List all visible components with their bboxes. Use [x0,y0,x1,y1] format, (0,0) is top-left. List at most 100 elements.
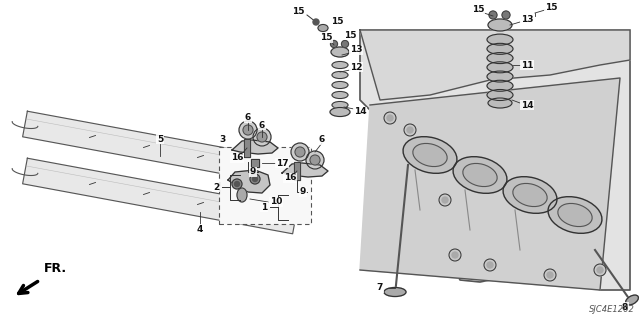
Text: 16: 16 [284,174,296,182]
Ellipse shape [488,98,512,108]
Polygon shape [360,78,620,290]
Text: 16: 16 [231,153,243,162]
Text: 5: 5 [157,135,163,144]
Text: 1: 1 [261,203,267,211]
Ellipse shape [237,188,247,202]
Polygon shape [282,169,308,176]
Circle shape [243,125,253,135]
Ellipse shape [487,80,513,91]
Circle shape [487,262,493,268]
FancyBboxPatch shape [219,147,311,224]
Polygon shape [360,30,630,290]
Ellipse shape [548,197,602,233]
Ellipse shape [503,177,557,213]
Text: 2: 2 [213,182,219,191]
Ellipse shape [332,92,348,99]
Text: 10: 10 [270,197,282,206]
Circle shape [239,121,257,139]
Text: 14: 14 [354,108,366,116]
Ellipse shape [332,71,348,78]
Ellipse shape [463,163,497,187]
Circle shape [597,267,603,273]
Circle shape [484,259,496,271]
Circle shape [253,128,271,146]
Ellipse shape [332,101,348,108]
Circle shape [295,147,305,157]
Circle shape [253,176,257,182]
Text: 8: 8 [622,302,628,311]
Circle shape [442,197,448,203]
Ellipse shape [487,53,513,63]
Text: 3: 3 [219,136,225,145]
Circle shape [257,132,267,142]
Text: 15: 15 [320,33,332,42]
Bar [251,159,259,167]
Ellipse shape [487,62,513,73]
Circle shape [594,264,606,276]
Ellipse shape [558,204,592,226]
Text: 15: 15 [331,17,343,26]
Circle shape [404,124,416,136]
Circle shape [306,151,324,169]
Ellipse shape [384,287,406,296]
Ellipse shape [487,90,513,100]
Text: 7: 7 [377,284,383,293]
Circle shape [291,143,309,161]
Bar [244,139,250,157]
Circle shape [544,269,556,281]
Text: 12: 12 [349,63,362,71]
Polygon shape [228,170,270,193]
Polygon shape [282,163,328,177]
Text: 15: 15 [472,5,484,14]
Text: 11: 11 [521,61,533,70]
Circle shape [313,19,319,25]
Text: 17: 17 [276,159,288,167]
Polygon shape [282,217,308,223]
Polygon shape [360,30,630,100]
Circle shape [384,112,396,124]
Text: FR.: FR. [44,262,67,275]
Text: 6: 6 [319,136,325,145]
Circle shape [489,11,497,19]
Ellipse shape [332,62,348,69]
Ellipse shape [330,108,350,116]
Ellipse shape [403,137,457,173]
Text: 13: 13 [521,16,533,25]
Circle shape [310,155,320,165]
Polygon shape [22,111,298,187]
Text: 4: 4 [197,225,203,234]
Text: 15: 15 [545,4,557,12]
Circle shape [547,272,553,278]
Ellipse shape [413,144,447,167]
Ellipse shape [488,19,512,31]
Circle shape [330,41,337,48]
Circle shape [502,11,510,19]
Ellipse shape [487,34,513,45]
Circle shape [452,252,458,258]
Circle shape [449,249,461,261]
Circle shape [407,127,413,133]
Circle shape [387,115,393,121]
Circle shape [342,41,349,48]
Circle shape [250,174,260,184]
Ellipse shape [626,295,638,305]
Polygon shape [232,140,278,154]
Polygon shape [22,158,298,234]
Ellipse shape [487,43,513,54]
Text: 15: 15 [344,31,356,40]
Text: 9: 9 [250,167,256,176]
Circle shape [439,194,451,206]
Text: 14: 14 [521,100,533,109]
Ellipse shape [332,81,348,88]
Ellipse shape [453,157,507,193]
Text: 9: 9 [300,188,306,197]
Text: SJC4E1202: SJC4E1202 [589,305,635,314]
Ellipse shape [487,71,513,82]
Text: 6: 6 [259,121,265,130]
Circle shape [234,182,239,187]
Text: 13: 13 [349,46,362,55]
Circle shape [232,179,242,189]
Bar [294,162,300,180]
Text: 15: 15 [292,8,304,17]
Ellipse shape [318,25,328,32]
